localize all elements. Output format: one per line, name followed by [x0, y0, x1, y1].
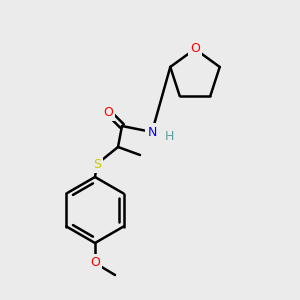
- Text: O: O: [90, 256, 100, 269]
- Text: S: S: [93, 158, 101, 170]
- Text: H: H: [164, 130, 174, 142]
- Text: O: O: [190, 43, 200, 56]
- Text: N: N: [147, 125, 157, 139]
- Text: O: O: [103, 106, 113, 118]
